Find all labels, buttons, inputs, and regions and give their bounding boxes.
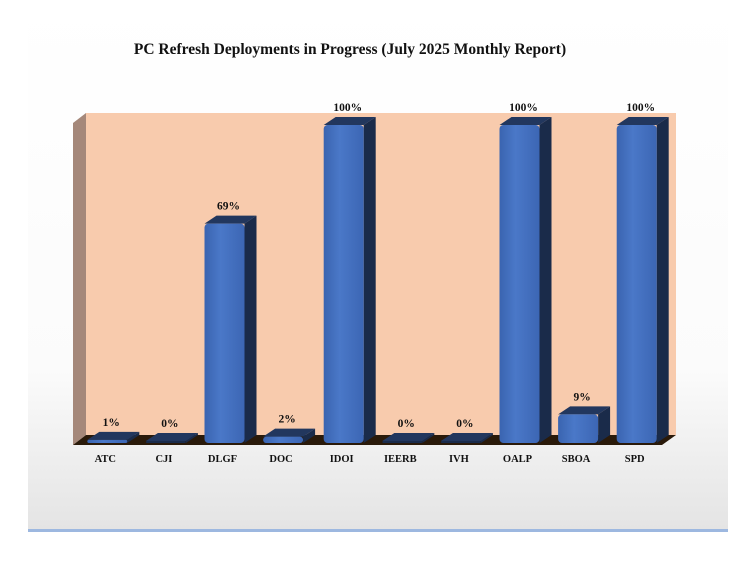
bar-side-ATC (127, 431, 140, 443)
bar-side-IDOI (363, 117, 376, 443)
bottom-border (28, 529, 728, 532)
bar-IDOI (323, 125, 364, 443)
bar-side-CJI (185, 433, 198, 443)
bar-IVH (440, 441, 481, 443)
bar-top-ATC (87, 431, 140, 440)
side-wall (73, 113, 86, 445)
bar-SBOA (558, 414, 599, 443)
x-tick-label-SBOA: SBOA (562, 454, 591, 465)
bar-side-DOC (303, 428, 316, 443)
bar-top-DLGF (204, 215, 257, 224)
bar-side-OALP (539, 117, 552, 443)
x-tick-label-SPD: SPD (625, 454, 645, 465)
bar-side-DLGF (244, 215, 257, 443)
bar-IEERB (382, 441, 423, 443)
data-label-DOC: 2% (278, 414, 295, 426)
data-label-ATC: 1% (103, 417, 120, 429)
bar-top-OALP (499, 117, 552, 125)
x-tick-label-IVH: IVH (449, 454, 469, 465)
data-label-IDOI: 100% (333, 102, 362, 114)
bar-side-SBOA (598, 406, 611, 443)
bar-top-IDOI (323, 117, 376, 125)
bar-CJI (145, 441, 186, 443)
bar-side-SPD (656, 117, 669, 443)
back-wall (86, 113, 676, 435)
data-label-SBOA: 9% (573, 391, 590, 403)
x-tick-label-IDOI: IDOI (330, 454, 354, 465)
bar-top-CJI (145, 433, 198, 441)
bar-DLGF (204, 223, 245, 443)
data-label-OALP: 100% (509, 102, 538, 114)
bar-side-IEERB (422, 433, 435, 443)
bar-top-DOC (263, 428, 316, 437)
bar-top-IVH (440, 433, 493, 441)
bar-top-IEERB (382, 433, 435, 441)
x-tick-label-ATC: ATC (95, 454, 116, 465)
x-tick-label-IEERB: IEERB (384, 454, 417, 465)
chart-title: PC Refresh Deployments in Progress (July… (134, 41, 566, 58)
bar-SPD (616, 125, 657, 443)
bar-DOC (263, 436, 304, 443)
x-tick-label-CJI: CJI (155, 454, 172, 465)
data-label-CJI: 0% (161, 418, 178, 430)
data-label-DLGF: 69% (217, 201, 240, 213)
data-label-IVH: 0% (456, 418, 473, 430)
x-tick-label-DLGF: DLGF (208, 454, 237, 465)
bar-top-SBOA (558, 406, 611, 415)
bar-top-SPD (616, 117, 669, 125)
x-tick-label-DOC: DOC (269, 454, 292, 465)
bar-side-IVH (480, 433, 493, 443)
data-label-IEERB: 0% (398, 418, 415, 430)
data-label-SPD: 100% (626, 102, 655, 114)
bar-OALP (499, 125, 540, 443)
x-tick-label-OALP: OALP (503, 454, 533, 465)
bar-ATC (87, 439, 128, 443)
